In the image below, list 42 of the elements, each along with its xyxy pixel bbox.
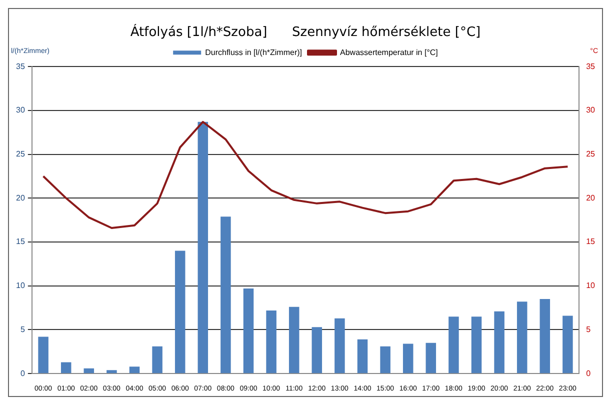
bar bbox=[220, 216, 231, 374]
bar bbox=[380, 346, 390, 374]
bar bbox=[198, 122, 208, 374]
bar bbox=[312, 327, 322, 374]
y-tick-label: 0 bbox=[20, 368, 26, 378]
y-tick-label: 25 bbox=[16, 150, 26, 159]
y2-tick-label: 20 bbox=[586, 193, 596, 202]
bar bbox=[471, 316, 482, 374]
y-tick-label: 15 bbox=[16, 237, 26, 246]
bar bbox=[357, 339, 368, 374]
y2-tick-label: 30 bbox=[586, 106, 596, 115]
bar bbox=[174, 250, 186, 374]
y2-tick-label: 25 bbox=[586, 150, 596, 159]
bar bbox=[266, 310, 276, 374]
y2-tick-label: 0 bbox=[586, 368, 592, 378]
bar bbox=[516, 302, 528, 374]
bar bbox=[129, 366, 140, 374]
bar bbox=[448, 316, 459, 374]
bar bbox=[152, 346, 162, 374]
y-tick-label: 20 bbox=[16, 193, 26, 202]
bar bbox=[60, 362, 72, 374]
y-tick-label: 5 bbox=[20, 324, 26, 334]
bar bbox=[494, 311, 504, 374]
bar bbox=[38, 336, 48, 374]
y-tick-label: 35 bbox=[16, 62, 26, 71]
y-tick-label: 30 bbox=[16, 106, 26, 115]
bar bbox=[288, 306, 300, 374]
bar bbox=[84, 368, 94, 374]
bar bbox=[243, 288, 254, 374]
bar bbox=[562, 316, 573, 374]
y-tick-label: 10 bbox=[16, 281, 26, 290]
y2-tick-label: 15 bbox=[586, 237, 596, 246]
bar bbox=[540, 299, 550, 374]
bar bbox=[334, 318, 345, 374]
bar bbox=[426, 342, 436, 374]
chart-title: Átfolyás [1l/h*Szoba] Szennyvíz hőmérséklete [°C] bbox=[130, 23, 481, 40]
legend-label: Durchfluss in [l/(h*Zimmer)] bbox=[205, 48, 302, 57]
y2-tick-label: 10 bbox=[586, 281, 596, 290]
y2-tick-label: 35 bbox=[586, 62, 596, 71]
bar bbox=[402, 344, 414, 374]
bar bbox=[106, 370, 117, 374]
y2-tick-label: 5 bbox=[586, 324, 592, 334]
